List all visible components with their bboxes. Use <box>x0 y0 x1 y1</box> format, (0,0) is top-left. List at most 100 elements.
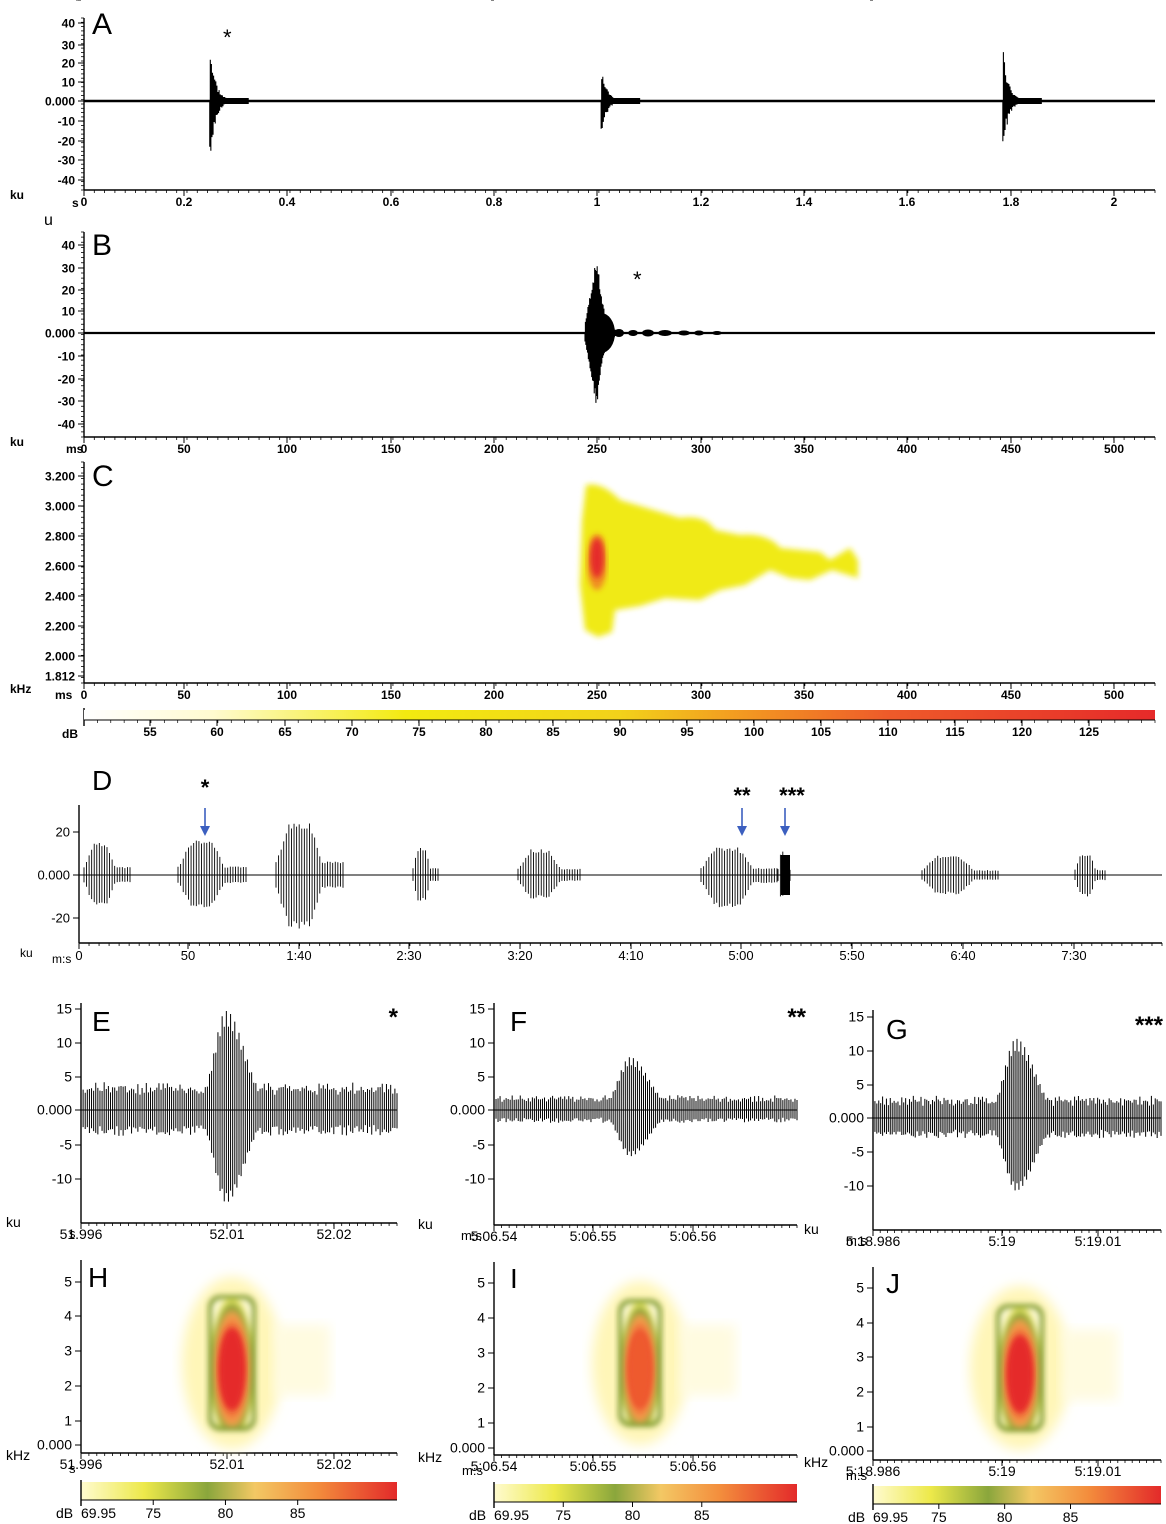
x-tick-label: 1:40 <box>286 948 311 963</box>
y-unit: kHz <box>10 682 31 696</box>
y-tick-label: 40 <box>62 239 76 253</box>
y-tick-label: 30 <box>62 39 76 53</box>
y-tick-label: -10 <box>58 350 76 364</box>
x-tick-label: 5:00 <box>728 948 753 963</box>
colorbar-tick-label: 69.95 <box>873 1509 908 1524</box>
y-unit: ku <box>10 435 24 449</box>
y-tick-label: 0.000 <box>829 1443 864 1459</box>
y-tick-label: 10 <box>848 1043 864 1059</box>
significance-marker: *** <box>1135 1012 1164 1039</box>
x-tick-label: 5:19 <box>988 1463 1015 1479</box>
y-tick-label: 2.000 <box>45 650 75 664</box>
colorbar-tick-label: 115 <box>945 725 965 739</box>
y-tick-label: 5 <box>64 1069 72 1085</box>
x-unit: ms <box>66 442 84 456</box>
colorbar <box>494 1484 797 1502</box>
x-tick-label: 400 <box>897 688 917 702</box>
x-tick-label: 1.8 <box>1003 195 1020 209</box>
colorbar-unit: dB <box>848 1509 865 1524</box>
colorbar-tick-label: 85 <box>546 725 560 739</box>
x-tick-label: 5:06.55 <box>570 1228 617 1244</box>
x-tick-label: 50 <box>181 948 195 963</box>
colorbar-tick-label: 75 <box>555 1507 571 1523</box>
y-tick-label: 3.000 <box>45 500 75 514</box>
y-unit: kHz <box>804 1454 828 1470</box>
y-tick-label: 0.000 <box>450 1440 485 1456</box>
x-tick-label: 0.6 <box>383 195 400 209</box>
waveform-ripple <box>642 329 654 337</box>
x-unit: s <box>69 1226 76 1241</box>
waveform-ripple <box>678 330 690 336</box>
waveform-tail <box>212 98 249 104</box>
y-tick-label: 2.600 <box>45 560 75 574</box>
panel-letter: F <box>510 1006 527 1037</box>
y-tick-label: -30 <box>58 395 76 409</box>
x-tick-label: 52.02 <box>316 1226 351 1242</box>
arrow-head <box>200 826 210 836</box>
x-unit: m:s <box>846 1468 867 1483</box>
y-tick-label: 5 <box>856 1077 864 1093</box>
waveform-call <box>921 855 999 895</box>
arrow-head <box>737 826 747 836</box>
x-tick-label: 4:10 <box>618 948 643 963</box>
waveform-tail <box>604 98 641 104</box>
y-tick-label: 15 <box>848 1009 864 1025</box>
x-tick-label: 50 <box>177 688 191 702</box>
y-tick-label: -20 <box>51 911 70 926</box>
panel-d: 200.000-200 50 1:40 2:30 3:20 4:10 5:00 5:50 6:4… <box>20 0 1163 966</box>
x-tick-label: 200 <box>484 688 504 702</box>
y-tick-label: 2 <box>477 1380 485 1396</box>
y-unit: ku <box>418 1216 433 1232</box>
x-tick-label: 0 <box>75 948 82 963</box>
x-tick-label: 52.02 <box>316 1456 351 1472</box>
x-tick-label: 0 <box>81 688 88 702</box>
y-unit: ku <box>804 1221 819 1237</box>
waveform-body <box>587 313 615 353</box>
colorbar-tick-label: 60 <box>210 725 224 739</box>
y-tick-label: 5 <box>64 1274 72 1290</box>
panel-a: 40 30 20 10 0.000 -10 -20 -30 -40 0 0.2 0.4 0.6 0.8 1 1… <box>10 8 1156 210</box>
colorbar-tick-label: 125 <box>1079 725 1099 739</box>
waveform-call <box>1074 855 1106 897</box>
y-tick-label: 2.800 <box>45 530 75 544</box>
x-tick-label: 1.6 <box>899 195 916 209</box>
y-tick-label: -5 <box>473 1137 486 1153</box>
x-tick-label: 400 <box>897 442 917 456</box>
y-tick-label: -5 <box>852 1144 865 1160</box>
y-tick-label: 0.000 <box>45 327 75 341</box>
y-tick-label: -20 <box>58 135 76 149</box>
y-tick-label: 3 <box>477 1345 485 1361</box>
waveform-call <box>83 842 131 905</box>
y-tick-label: 15 <box>469 1001 485 1017</box>
panel-letter: A <box>92 8 112 41</box>
y-tick-label: 2.400 <box>45 590 75 604</box>
x-unit: m:s <box>462 1463 483 1478</box>
y-tick-label: 0.000 <box>829 1110 864 1126</box>
waveform-call <box>80 1011 398 1202</box>
y-tick-label: 40 <box>62 17 76 31</box>
y-tick-label: 5 <box>477 1275 485 1291</box>
y-tick-label: 5 <box>477 1069 485 1085</box>
x-tick-label: 3:20 <box>507 948 532 963</box>
waveform-ripple <box>694 330 704 336</box>
waveform-burst <box>1002 52 1036 142</box>
colorbar-unit: dB <box>62 727 78 741</box>
colorbar <box>873 1486 1161 1504</box>
colorbar-tick-label: 80 <box>625 1507 641 1523</box>
significance-marker: * <box>201 775 210 800</box>
x-tick-label: 150 <box>381 688 401 702</box>
colorbar <box>81 1482 397 1500</box>
panel-letter: J <box>886 1268 900 1299</box>
colorbar-tick-label: 69.95 <box>494 1507 529 1523</box>
x-tick-label: 5:06.56 <box>670 1228 717 1244</box>
y-tick-label: 0.000 <box>37 1437 72 1453</box>
colorbar-tick-label: 95 <box>680 725 694 739</box>
colorbar-tick-label: 75 <box>412 725 426 739</box>
significance-marker: * <box>633 267 642 292</box>
x-tick-label: 0.4 <box>279 195 296 209</box>
colorbar-tick-label: 85 <box>290 1505 306 1521</box>
waveform-ripple <box>658 330 672 336</box>
